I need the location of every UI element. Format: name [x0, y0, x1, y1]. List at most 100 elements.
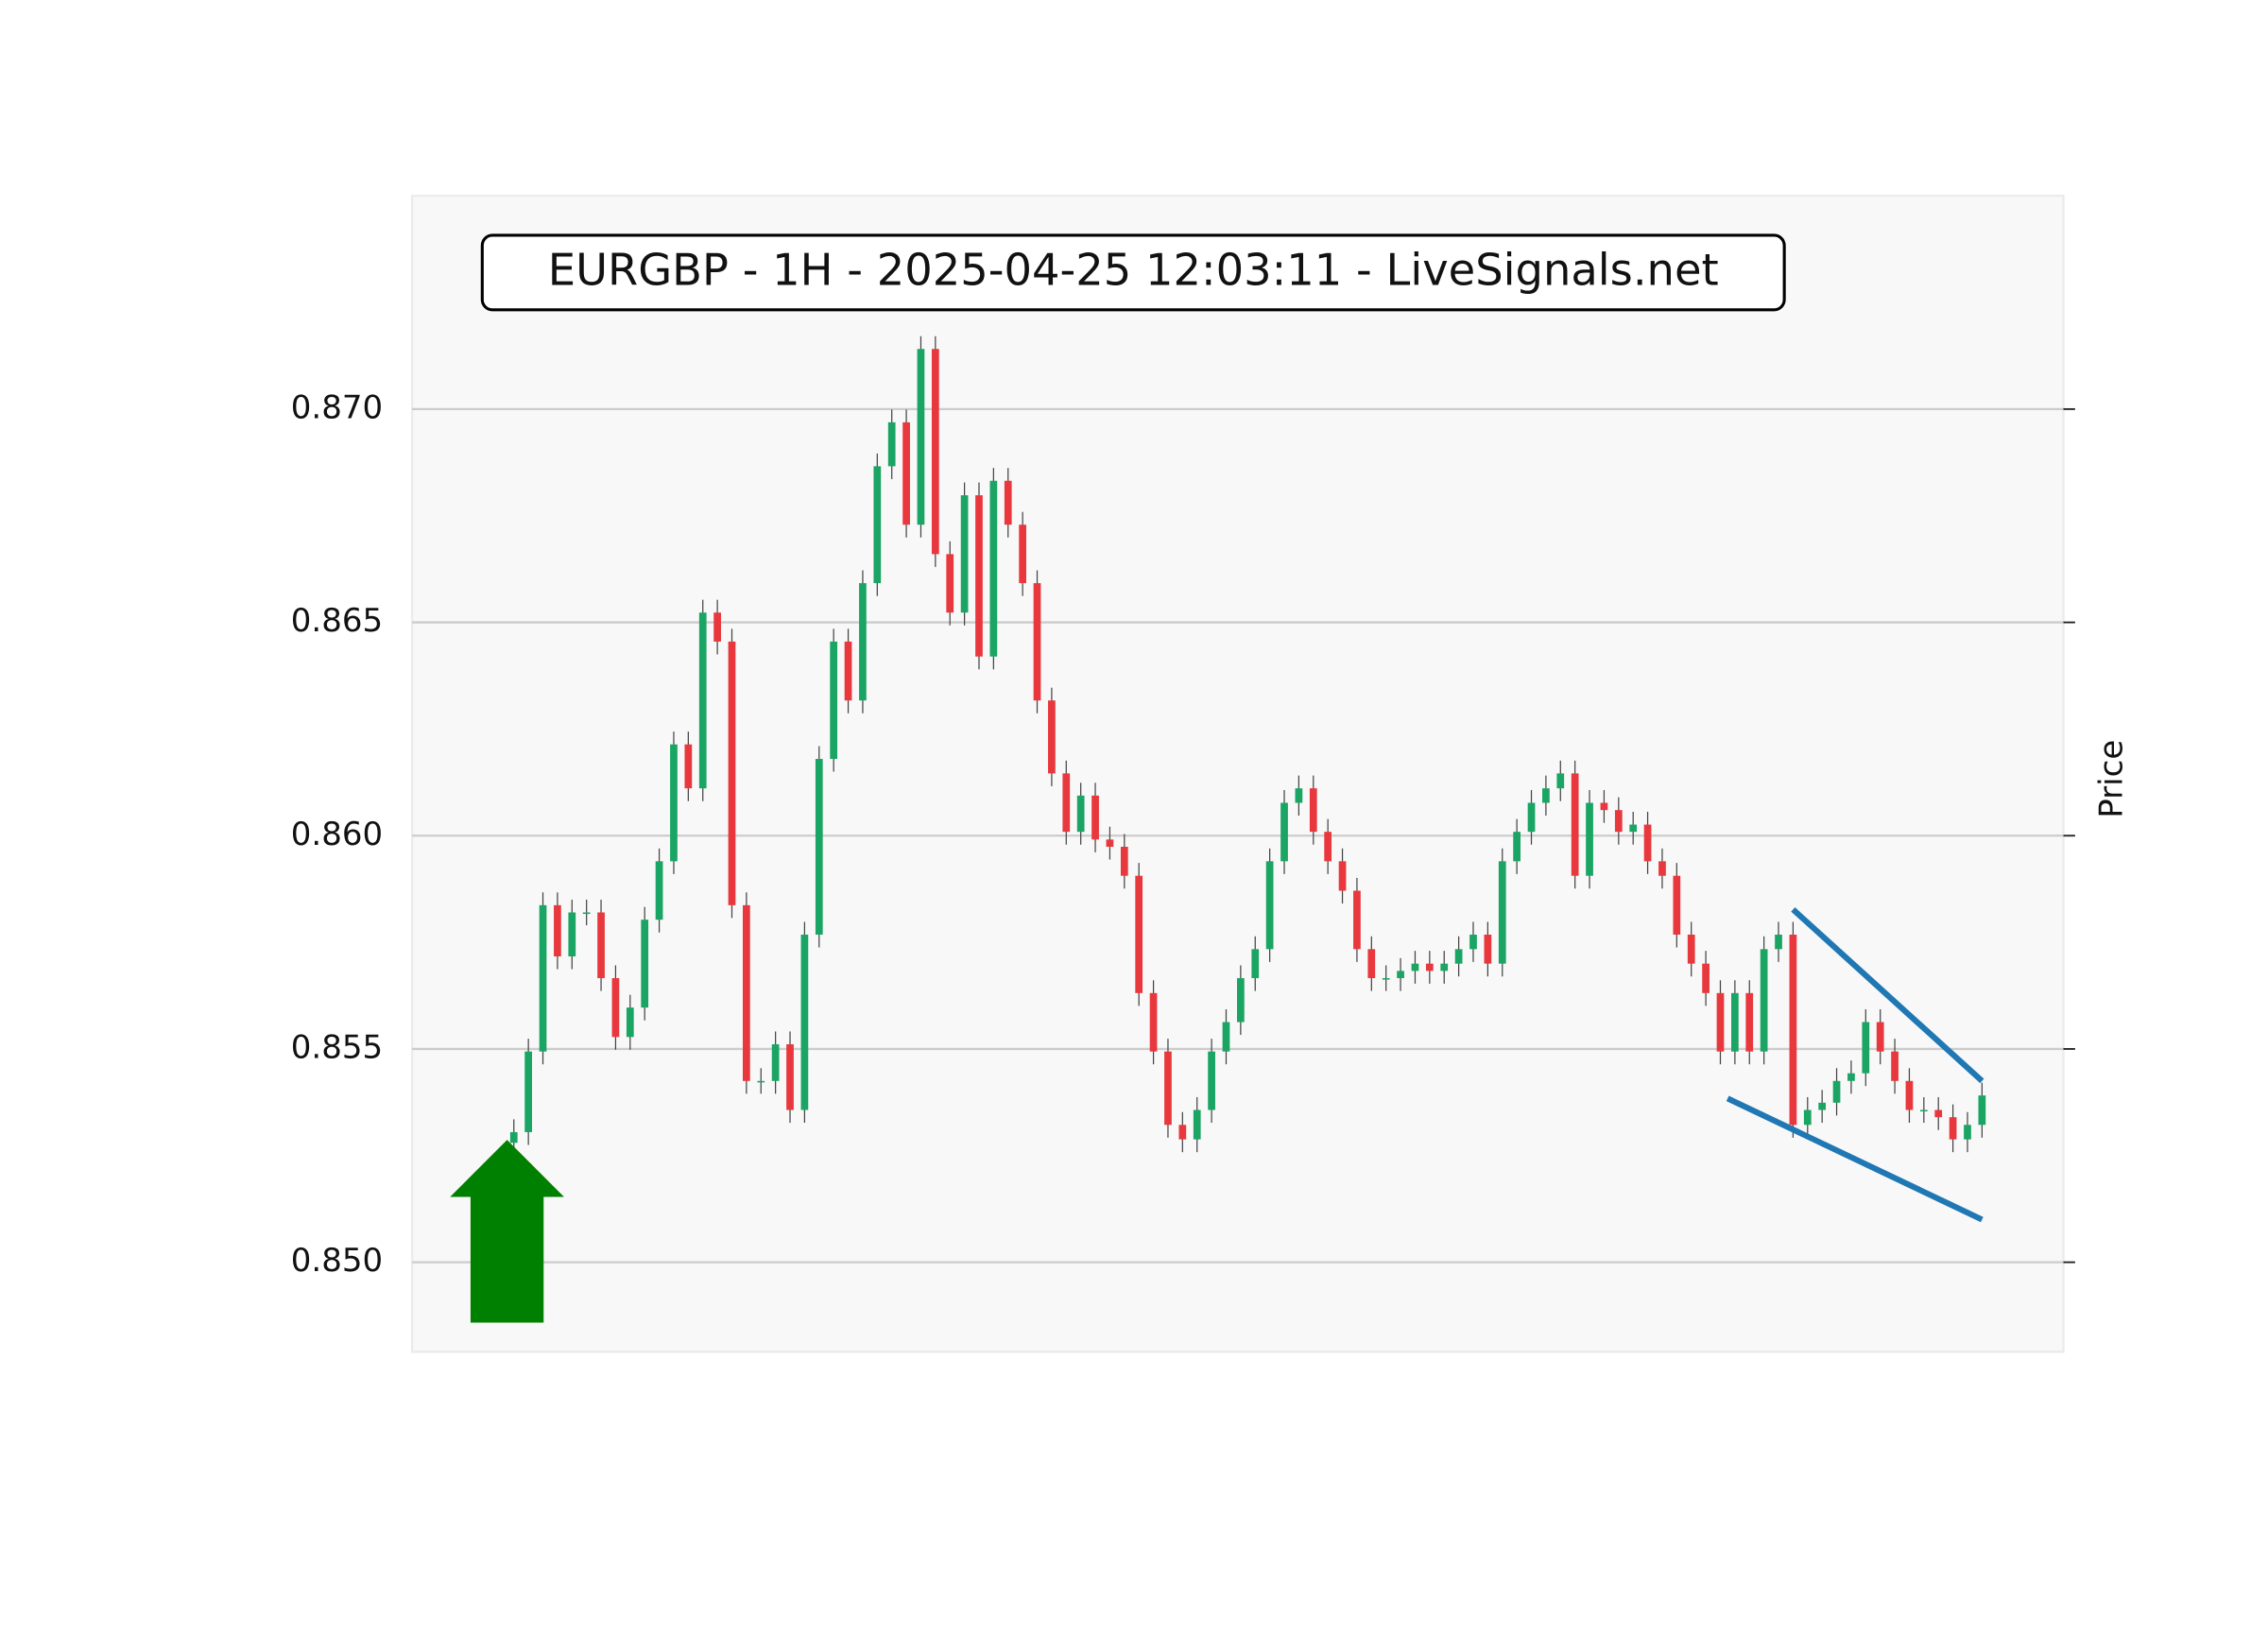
candle-body: [524, 1051, 533, 1132]
candle-body: [989, 480, 998, 657]
candle-body: [1905, 1080, 1914, 1110]
trendline: [1726, 1095, 1984, 1223]
candle-body: [1629, 824, 1638, 833]
candle-body: [1614, 810, 1623, 833]
candle-body: [1382, 978, 1390, 980]
candle-body: [1454, 949, 1463, 964]
candle-body: [1891, 1051, 1899, 1081]
candle-body: [1556, 773, 1565, 789]
title-box: [480, 233, 1786, 312]
y-tick-label: 0.860: [291, 816, 383, 853]
candle-body: [1353, 890, 1361, 950]
candle-body: [684, 744, 693, 789]
candle-body: [887, 421, 896, 467]
candle-body: [670, 744, 678, 862]
candle-body: [873, 466, 882, 584]
candle-body: [539, 904, 547, 1052]
candle-body: [800, 934, 809, 1110]
candle-body: [1338, 861, 1347, 891]
candle-body: [1164, 1051, 1172, 1126]
candle-body: [1643, 824, 1652, 862]
candle-body: [757, 1080, 765, 1083]
candle-body: [1222, 1022, 1230, 1052]
candle-body: [1571, 773, 1579, 876]
candle-body: [1978, 1095, 1986, 1126]
candle-body: [713, 612, 721, 642]
candle-body: [1513, 832, 1521, 862]
candle-body: [1687, 934, 1695, 964]
candle-body: [1106, 839, 1114, 847]
candle-body: [743, 904, 750, 1081]
candle-body: [1048, 700, 1056, 774]
candle-body: [1745, 992, 1754, 1052]
candle-body: [626, 1007, 634, 1038]
candles: [509, 335, 1986, 1223]
candle-body: [1280, 802, 1288, 862]
candle-body: [917, 349, 925, 525]
candle-body: [1309, 788, 1317, 833]
y-tick-label: 0.870: [291, 388, 383, 426]
candle-body: [1600, 802, 1608, 811]
candle-body: [1251, 949, 1260, 979]
candle-body: [1862, 1022, 1870, 1074]
candle-body: [1484, 934, 1492, 964]
candle-body: [1062, 773, 1071, 833]
candle-body: [1832, 1080, 1841, 1103]
candle-body: [1876, 1022, 1884, 1052]
candle-body: [568, 912, 576, 956]
candle-body: [1803, 1109, 1812, 1126]
candle-body: [641, 920, 649, 1008]
candle-body: [1760, 949, 1768, 1052]
candle-body: [1542, 788, 1550, 803]
candle-body: [509, 1131, 518, 1144]
candle-body: [1964, 1125, 1971, 1140]
candle-body: [1425, 963, 1434, 972]
plot-area: [410, 195, 2065, 1353]
candle-body: [1658, 861, 1666, 876]
candle-body: [1397, 971, 1404, 979]
chart-title: EURGBP - 1H - 2025-04-25 12:03:11 - Live…: [548, 245, 1719, 296]
candle-body: [1193, 1109, 1201, 1140]
candle-body: [1411, 963, 1419, 972]
candle-body: [1135, 875, 1143, 993]
candle-body: [859, 583, 867, 701]
candle-body: [1367, 949, 1376, 979]
candle-body: [1847, 1073, 1855, 1081]
candle-body: [1919, 1109, 1928, 1112]
candle-body: [1789, 934, 1797, 1126]
candle-body: [1324, 832, 1332, 862]
candle-body: [1237, 978, 1245, 1023]
candle-body: [815, 759, 823, 935]
candle-body: [1208, 1051, 1215, 1110]
candle-body: [582, 912, 591, 915]
candle-body: [728, 641, 736, 905]
candle-body: [1004, 480, 1012, 525]
candle-body: [1527, 802, 1536, 833]
buy-arrow: [450, 1140, 564, 1323]
candle-body: [1091, 795, 1099, 840]
trendline: [1791, 907, 1984, 1084]
candle-body: [931, 349, 939, 555]
y-tick-label: 0.855: [291, 1028, 383, 1066]
candle-body: [1673, 875, 1681, 935]
candle-body: [1120, 846, 1128, 876]
candle-body: [1178, 1125, 1187, 1140]
candle-body: [698, 612, 707, 789]
candle-body: [786, 1043, 794, 1110]
candle-body: [597, 912, 605, 979]
candle-body: [1731, 992, 1739, 1052]
candle-body: [1775, 934, 1782, 950]
candle-body: [830, 641, 838, 760]
candle-body: [1469, 934, 1477, 950]
candle-body: [1498, 861, 1506, 964]
grid: 0.850 0.855 0.860 0.865 0.870: [291, 388, 2075, 1280]
candle-body: [1019, 525, 1027, 584]
candle-body: [1440, 963, 1449, 972]
candle-body: [975, 495, 983, 657]
candle-body: [655, 861, 663, 920]
candle-body: [1702, 963, 1710, 993]
y-tick-label: 0.865: [291, 602, 383, 640]
candle-body: [902, 421, 910, 525]
